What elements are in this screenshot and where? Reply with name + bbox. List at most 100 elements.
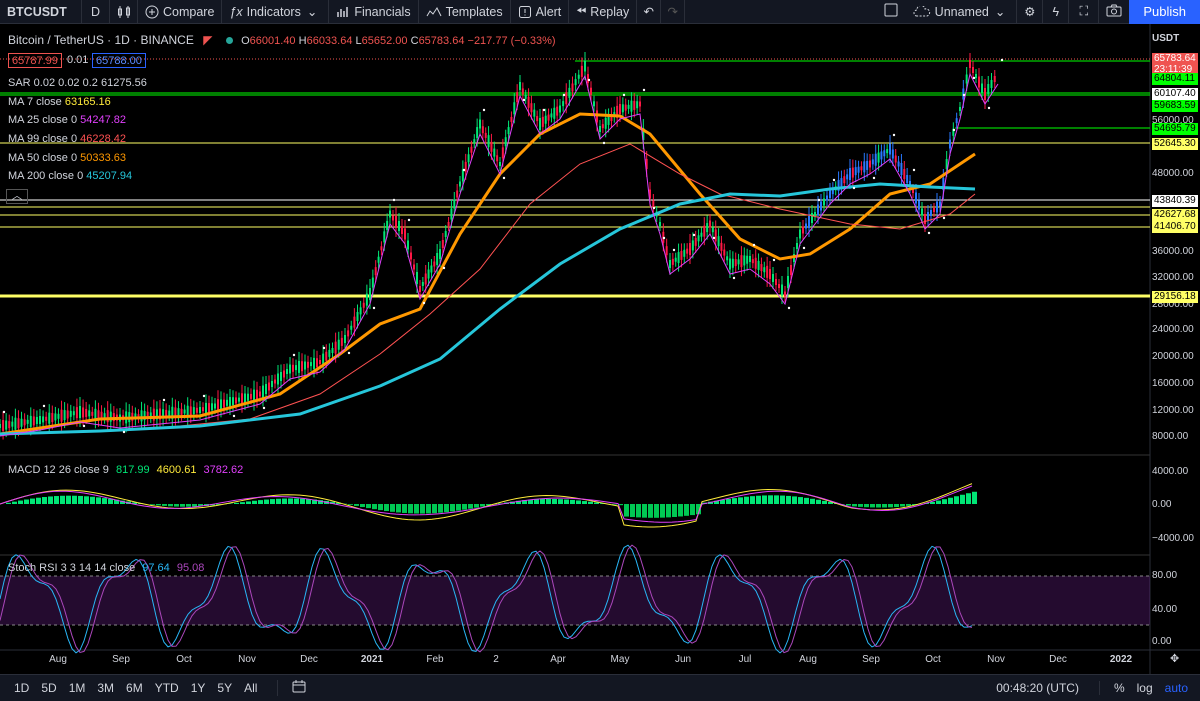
candle-body <box>461 169 464 182</box>
undo-button[interactable]: ↶ <box>637 0 662 24</box>
object-tree-button[interactable]: ϟ <box>1043 0 1070 24</box>
candle-body <box>250 393 252 399</box>
macd-histogram-bar <box>438 504 443 513</box>
range-ytd-button[interactable]: YTD <box>154 681 179 695</box>
buy-price-button[interactable]: 65788.00 <box>92 53 146 68</box>
maximize-button[interactable]: ⛶ <box>1069 0 1100 24</box>
candle-body <box>665 246 668 256</box>
candle-body <box>292 364 294 372</box>
ma200-line <box>0 182 976 436</box>
macd-line-value: 4600.61 <box>156 464 197 476</box>
financials-button[interactable]: Financials <box>329 0 419 24</box>
stoch-k-line <box>0 544 973 654</box>
macd-histogram-bar <box>810 498 815 504</box>
candle-body <box>189 406 192 416</box>
candle-body <box>274 379 276 384</box>
sar-dot <box>872 176 876 180</box>
indicators-label: Indicators <box>246 4 301 19</box>
candle-body <box>754 257 757 269</box>
macd-histogram-bar <box>678 504 683 517</box>
indicators-button[interactable]: ƒx Indicators ⌄ <box>222 0 330 24</box>
date-range-button[interactable] <box>277 680 312 696</box>
macd-histogram-bar <box>108 498 113 504</box>
macd-histogram-bar <box>420 504 425 514</box>
candle-body <box>501 147 504 159</box>
candle-body <box>14 417 17 430</box>
templates-button[interactable]: Templates <box>419 0 511 24</box>
stoch-d-line <box>0 544 973 654</box>
percent-toggle[interactable]: % <box>1098 681 1131 695</box>
macd-histogram-bar <box>282 498 287 504</box>
sar-dot <box>392 198 396 202</box>
macd-axis-label: 0.00 <box>1152 499 1172 510</box>
candle-body <box>556 106 559 116</box>
candle-body <box>484 132 487 138</box>
compare-button[interactable]: Compare <box>138 0 223 24</box>
range-1d-button[interactable]: 1D <box>14 681 30 695</box>
sar-dot <box>442 266 446 270</box>
candle-body <box>949 139 951 149</box>
candle-body <box>97 410 100 420</box>
range-6m-button[interactable]: 6M <box>126 681 143 695</box>
candle-body <box>749 256 751 262</box>
candle-body <box>550 113 553 118</box>
close-value: 65783.64 <box>418 35 465 47</box>
stoch-legend: Stoch RSI 3 3 14 14 close 97.64 95.08 <box>8 562 204 574</box>
chart-canvas[interactable] <box>0 24 1200 674</box>
candle-body <box>247 393 249 401</box>
sell-price-button[interactable]: 65787.99 <box>8 53 62 68</box>
fullscreen-toggle-button[interactable] <box>876 0 906 24</box>
price-tag-line: 60107.40 <box>1152 88 1198 100</box>
chart-area[interactable]: Bitcoin / TetherUS · 1D · BINANCE ◤ O660… <box>0 24 1200 674</box>
clock-display[interactable]: 00:48:20 (UTC) <box>996 681 1079 695</box>
replay-button[interactable]: ⏪︎ Replay <box>569 0 638 24</box>
candle-body <box>226 399 228 406</box>
symbol-search-button[interactable]: BTCUSDT <box>0 0 82 24</box>
sar-dot <box>772 258 776 262</box>
publish-button[interactable]: Publish <box>1129 0 1200 24</box>
layout-menu-button[interactable]: Unnamed ⌄ <box>906 0 1018 24</box>
chart-style-button[interactable] <box>110 0 138 24</box>
sar-dot <box>82 424 86 428</box>
auto-toggle[interactable]: auto <box>1164 681 1188 695</box>
candle-body <box>380 246 383 251</box>
snapshot-button[interactable] <box>1099 0 1129 24</box>
collapse-legend-button[interactable]: ︿ <box>6 189 28 204</box>
range-3m-button[interactable]: 3M <box>97 681 115 695</box>
macd-histogram-bar <box>720 499 725 504</box>
ma99-value: 46228.42 <box>80 133 127 145</box>
templates-icon <box>426 6 442 18</box>
candle-body <box>362 302 365 308</box>
candle-body <box>473 139 476 144</box>
redo-button[interactable]: ↷ <box>661 0 686 24</box>
macd-label: MACD 12 26 close 9 <box>8 464 109 476</box>
candle-body <box>711 227 714 233</box>
candle-body <box>863 161 866 173</box>
macd-histogram-bar <box>372 504 377 510</box>
compare-label: Compare <box>163 4 215 19</box>
candle-body <box>645 159 648 169</box>
candle-body <box>866 160 869 170</box>
alert-button[interactable]: Alert <box>511 0 570 24</box>
time-label: Nov <box>238 654 256 665</box>
candle-body <box>217 399 219 412</box>
log-toggle[interactable]: log <box>1136 681 1153 695</box>
price-tag-line: 54695.79 <box>1152 123 1198 135</box>
candle-body <box>241 393 243 405</box>
interval-button[interactable]: D <box>82 0 110 24</box>
candle-body <box>464 161 467 172</box>
axis-settings-icon[interactable]: ✥ <box>1170 653 1180 665</box>
range-5y-button[interactable]: 5Y <box>217 681 233 695</box>
sar-dot <box>912 168 916 172</box>
candle-body <box>499 162 501 166</box>
range-5d-button[interactable]: 5D <box>41 681 57 695</box>
range-1y-button[interactable]: 1Y <box>190 681 206 695</box>
macd-histogram-bar <box>774 495 779 504</box>
range-1m-button[interactable]: 1M <box>68 681 86 695</box>
candle-body <box>214 403 216 409</box>
range-all-button[interactable]: All <box>244 681 258 695</box>
macd-histogram-bar <box>402 504 407 513</box>
settings-button[interactable]: ⚙ <box>1017 0 1044 24</box>
macd-histogram-bar <box>162 504 167 506</box>
macd-histogram-bar <box>150 504 155 505</box>
